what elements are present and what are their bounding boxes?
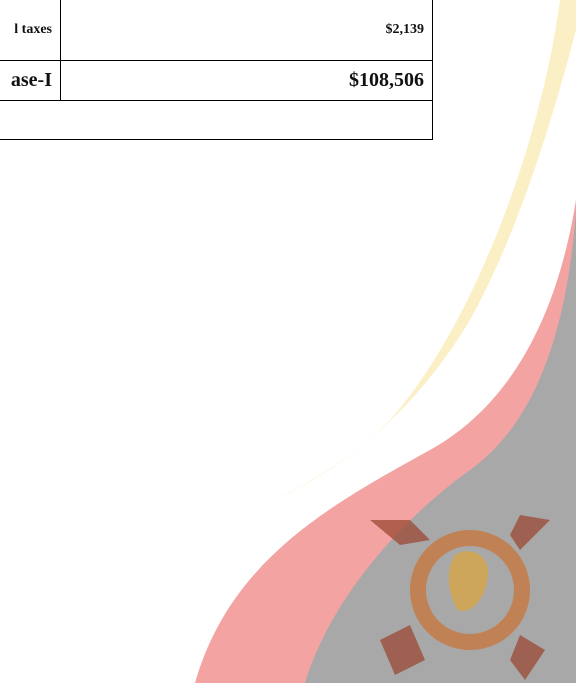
table-row: l taxes $2,139 <box>0 0 433 61</box>
row-label: l taxes <box>0 0 61 61</box>
table-row: ase-I $108,506 <box>0 61 433 101</box>
row-value: $108,506 <box>61 61 433 101</box>
row-label: ase-I <box>0 61 61 101</box>
empty-cell <box>0 101 433 140</box>
table-row <box>0 101 433 140</box>
cost-table: l taxes $2,139 ase-I $108,506 <box>0 0 433 140</box>
row-value: $2,139 <box>61 0 433 61</box>
page: l taxes $2,139 ase-I $108,506 (() => { c… <box>0 0 576 683</box>
